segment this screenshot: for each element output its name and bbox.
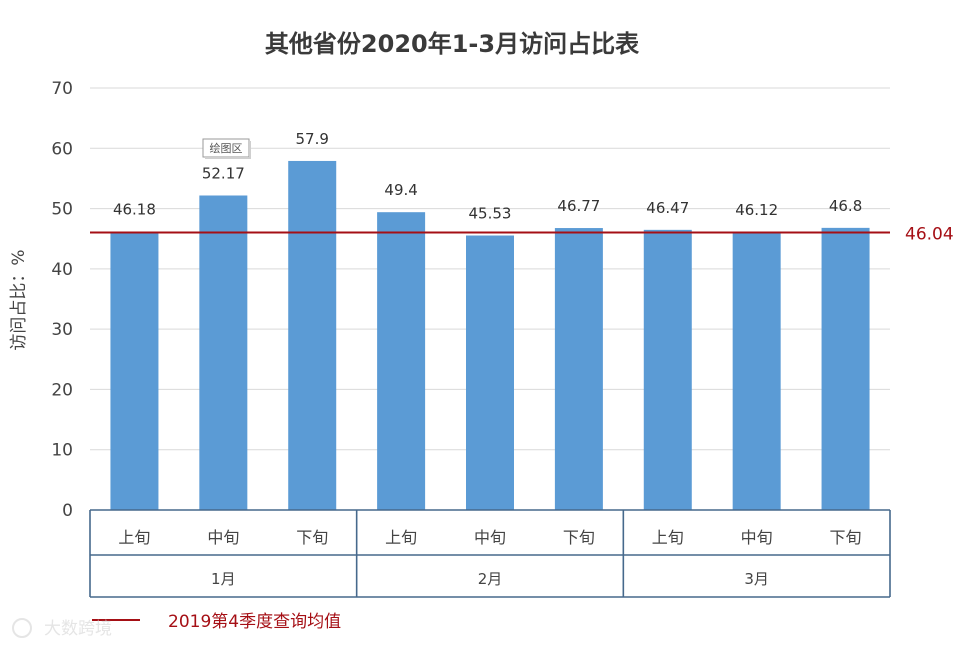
x-axis: 上旬 中旬 下旬 1月 上旬 中旬 下旬 2月 上旬 中旬 下旬 3月 [89,509,891,598]
bar [554,228,603,511]
reference-line-label: 46.04 [905,224,954,244]
y-tick-label: 40 [51,260,73,280]
y-tick-label: 50 [51,200,73,220]
data-label: 46.12 [735,201,778,219]
watermark-text: 大数跨境 [44,619,112,639]
x-tick-label: 上旬 [118,528,150,547]
legend: 2019第4季度查询均值 [92,612,341,632]
x-tick-label: 下旬 [563,528,595,547]
bar [732,231,781,510]
y-tick-label: 0 [62,501,73,521]
bar [288,160,337,510]
data-label: 46.77 [557,197,600,215]
x-group-label: 3月 [744,570,769,588]
tooltip-text: 绘图区 [210,141,243,155]
x-tick-label: 下旬 [830,528,862,547]
watermark-logo-icon [12,618,32,638]
bar [466,235,514,510]
y-axis: 0 10 20 30 40 50 60 70 [51,79,73,521]
data-label: 46.18 [113,201,156,219]
x-tick-label: 下旬 [296,528,328,547]
y-tick-label: 30 [51,320,73,340]
x-tick-label: 中旬 [207,528,239,547]
legend-label: 2019第4季度查询均值 [168,612,341,632]
bar [199,195,248,510]
bar [377,212,426,510]
x-tick-label: 中旬 [741,528,773,547]
tooltip: 绘图区 [202,138,251,159]
y-tick-label: 20 [51,380,73,400]
y-tick-label: 10 [51,441,73,461]
data-label: 46.8 [829,197,862,215]
x-group-label: 1月 [211,570,236,588]
watermark: 大数跨境 [12,618,112,639]
bar [110,231,159,510]
y-tick-label: 60 [51,139,73,159]
x-tick-label: 中旬 [474,528,506,547]
data-label: 52.17 [202,164,245,182]
y-tick-label: 70 [51,79,73,99]
data-label: 46.47 [646,199,689,217]
x-tick-label: 上旬 [385,528,417,547]
reference-line-group: 46.04 [90,224,954,244]
bars [110,160,870,511]
data-labels: 46.18 52.17 57.9 49.4 45.53 46.77 46.47 46.12 46… [113,130,862,223]
data-label: 57.9 [296,130,329,148]
data-label: 49.4 [384,181,417,199]
y-axis-label: 访问占比：% [9,249,29,350]
bar [821,227,870,510]
bar [643,229,692,510]
x-tick-label: 上旬 [652,528,684,547]
data-label: 45.53 [469,205,512,223]
x-group-label: 2月 [478,570,503,588]
chart-title: 其他省份2020年1-3月访问占比表 [265,30,640,58]
